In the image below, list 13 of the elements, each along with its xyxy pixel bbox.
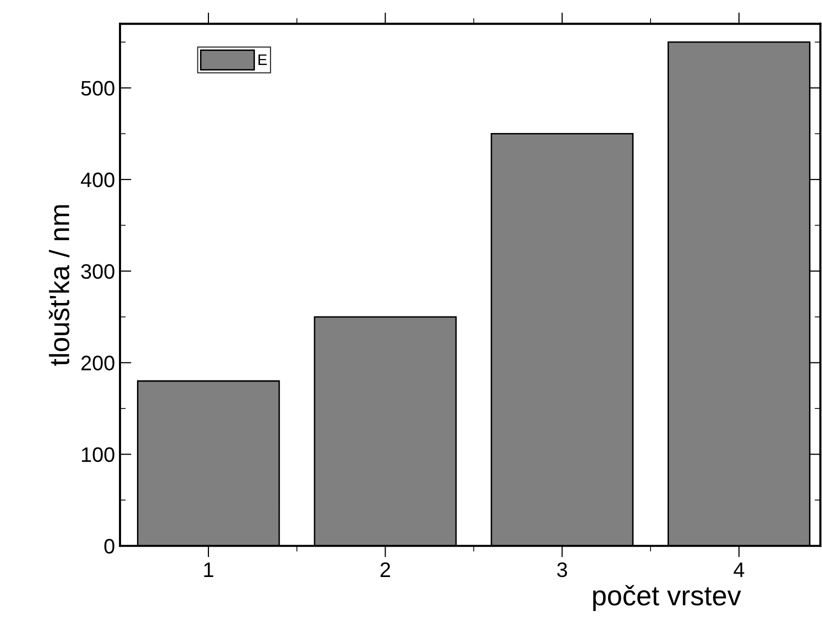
x-tick-label: 2	[380, 562, 390, 577]
y-tick-label: 400	[80, 172, 114, 188]
legend-label: E	[258, 54, 267, 65]
y-tick-label: 200	[81, 356, 114, 370]
y-tick-label: 0	[104, 538, 114, 554]
x-tick-label: 1	[204, 562, 214, 577]
x-axis-title: počet vrstev	[593, 585, 742, 612]
x-tick-label: 3	[557, 562, 568, 578]
y-tick-label: 100	[82, 447, 114, 462]
x-tick-label: 4	[734, 562, 744, 577]
y-tick-label: 500	[81, 80, 114, 96]
y-tick-label: 300	[81, 264, 114, 279]
y-axis-title: tloušt'ka / nm	[48, 205, 70, 366]
